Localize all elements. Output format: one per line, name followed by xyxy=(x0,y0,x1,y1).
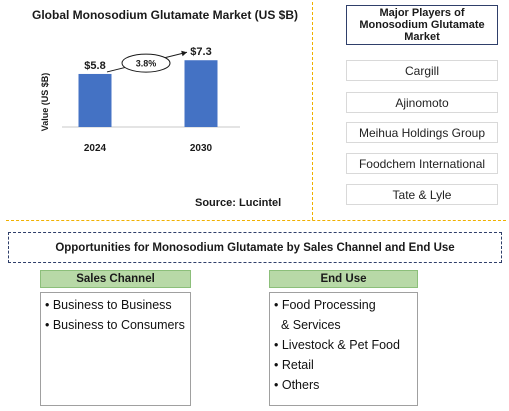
player-cargill: Cargill xyxy=(346,60,498,81)
list-item: • Business to Business xyxy=(45,298,172,312)
sales-channel-list: • Business to Business • Business to Con… xyxy=(40,292,191,406)
x-tick-label-2030: 2030 xyxy=(190,143,213,154)
list-item: & Services xyxy=(274,318,341,332)
list-item: • Livestock & Pet Food xyxy=(274,338,400,352)
list-item: • Business to Consumers xyxy=(45,318,185,332)
player-tate-lyle: Tate & Lyle xyxy=(346,184,498,205)
chart-title: Global Monosodium Glutamate Market (US $… xyxy=(31,8,299,22)
horizontal-divider xyxy=(6,220,506,221)
list-item: • Food Processing xyxy=(274,298,376,312)
player-meihua: Meihua Holdings Group xyxy=(346,122,498,143)
cagr-label: 3.8% xyxy=(136,59,157,69)
player-foodchem: Foodchem International xyxy=(346,153,498,174)
end-use-list: • Food Processing & Services • Livestock… xyxy=(269,292,418,406)
cagr-ellipse xyxy=(121,53,171,73)
market-bar-chart: Value (US $B) $5.8 2024 $7.3 2030 3.8% xyxy=(40,46,240,154)
vertical-divider xyxy=(312,2,313,220)
list-item: • Retail xyxy=(274,358,314,372)
bar-2030 xyxy=(184,60,218,128)
end-use-header: End Use xyxy=(269,270,418,288)
sales-channel-header: Sales Channel xyxy=(40,270,191,288)
list-item: • Others xyxy=(274,378,320,392)
cagr-arrow-head xyxy=(181,50,187,57)
player-ajinomoto: Ajinomoto xyxy=(346,92,498,113)
x-tick-label-2024: 2024 xyxy=(84,143,107,154)
players-title: Major Players of Monosodium Glutamate Ma… xyxy=(346,5,498,45)
opportunities-title: Opportunities for Monosodium Glutamate b… xyxy=(8,232,502,263)
data-label-2030: $7.3 xyxy=(190,46,211,58)
y-axis-label: Value (US $B) xyxy=(40,73,50,132)
bar-2024 xyxy=(78,73,112,127)
source-label: Source: Lucintel xyxy=(195,197,282,209)
data-label-2024: $5.8 xyxy=(84,60,105,72)
